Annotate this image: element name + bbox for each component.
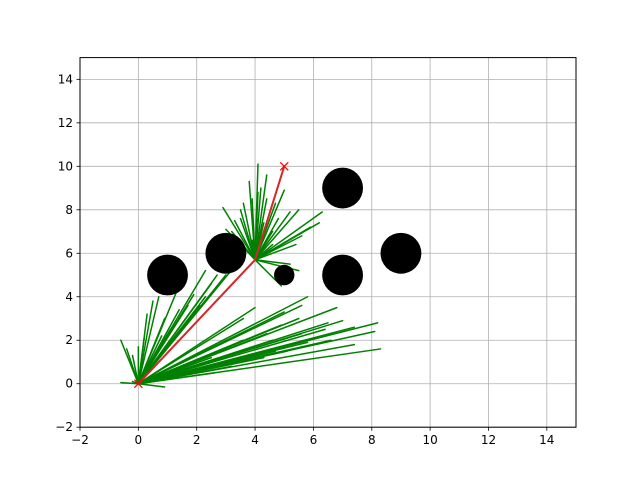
tree-edge — [254, 209, 300, 261]
y-tick-label: 2 — [65, 333, 73, 347]
plot-frame — [79, 57, 577, 428]
y-tick-label: 8 — [65, 203, 73, 217]
tree-edge — [137, 269, 207, 385]
tree-edge — [137, 356, 213, 385]
tree-edge — [254, 211, 323, 261]
y-tick-label: 4 — [65, 290, 73, 304]
path-line — [137, 166, 286, 385]
obstacle-circle — [322, 254, 364, 296]
planned-path — [137, 166, 286, 385]
y-tick-label: 14 — [58, 72, 73, 86]
x-tick-label: 0 — [135, 433, 143, 447]
tree-edge — [254, 198, 268, 261]
tree-edge — [137, 335, 163, 385]
goal-marker — [279, 161, 289, 171]
obstacle-circle — [322, 167, 364, 209]
x-tick-label: 10 — [422, 433, 437, 447]
tree-edge — [137, 348, 382, 385]
marker-stroke — [279, 161, 289, 171]
x-tick-label: 2 — [193, 433, 201, 447]
endpoint-markers — [133, 161, 289, 389]
obstacle-circle — [147, 254, 188, 296]
tree-edge — [137, 265, 236, 385]
tree-edge — [222, 206, 256, 261]
tree-edge — [120, 381, 140, 385]
obstacle-circle — [205, 232, 247, 274]
x-tick-label: 12 — [481, 433, 496, 447]
obstacle-circle — [380, 232, 422, 274]
tree-edge — [137, 291, 178, 385]
y-tick-label: 12 — [58, 116, 73, 130]
tree-edge — [137, 296, 309, 385]
obstacles — [147, 167, 422, 296]
tree-edge — [137, 382, 166, 388]
tree-edge — [137, 317, 245, 385]
tree-edge — [254, 211, 291, 261]
tree-edge — [137, 300, 154, 385]
tree-edge — [137, 330, 376, 385]
tree-edge — [254, 174, 268, 261]
start-marker — [133, 379, 143, 389]
tree-edge — [254, 235, 303, 261]
x-tick-label: 8 — [368, 433, 376, 447]
marker-stroke — [133, 379, 143, 389]
tree-edge — [131, 354, 140, 385]
tree-edge — [137, 296, 160, 385]
x-tick-label: 4 — [251, 433, 259, 447]
tree-edge — [137, 326, 356, 385]
x-tick-label: 6 — [310, 433, 318, 447]
y-tick-label: 6 — [65, 246, 73, 260]
tree-edge — [137, 343, 356, 385]
x-tick-label: −2 — [71, 433, 89, 447]
y-tick-label: −2 — [55, 420, 73, 434]
y-tick-label: 10 — [58, 159, 73, 173]
obstacle-circle — [274, 264, 295, 286]
axis-ticks: −2 0 2 4 6 8 10 12 14 −2 0 2 4 6 8 10 12 14 — [55, 72, 554, 447]
x-tick-label: 14 — [539, 433, 554, 447]
tree-edge — [254, 243, 274, 261]
tree-edge — [254, 243, 297, 261]
tree-edge — [137, 274, 218, 385]
tree-edge — [239, 209, 256, 261]
tree-edge — [254, 191, 259, 261]
tree-edge — [248, 180, 256, 261]
y-tick-label: 0 — [65, 377, 73, 391]
tree-edge — [137, 304, 303, 385]
tree-edge — [254, 230, 274, 261]
